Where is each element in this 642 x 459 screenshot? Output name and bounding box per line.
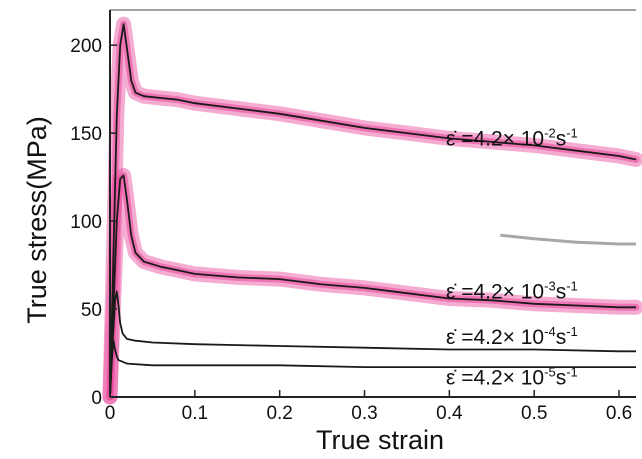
series-label-base: 10 — [515, 367, 544, 390]
series-4-label: ε̇ =4.2× 10-5s-1 — [446, 365, 578, 390]
series-label-exponent: -5 — [544, 365, 556, 380]
x-tick-label: 0.6 — [606, 403, 632, 424]
series-label-base: 10 — [515, 280, 544, 303]
x-tick-label: 0.4 — [436, 403, 463, 424]
series-label-exponent: -2 — [544, 125, 556, 140]
y-tick-label: 100 — [70, 212, 102, 233]
series-label-unit-exponent: -1 — [566, 324, 578, 339]
x-tick-label: 0.2 — [266, 403, 292, 424]
series-label-unit: s — [556, 280, 567, 303]
y-tick-label: 0 — [91, 388, 102, 409]
series-label-unit: s — [556, 127, 567, 150]
series-label-base: 10 — [515, 127, 544, 150]
gray-trace-line — [500, 233, 636, 246]
x-tick-label: 0.5 — [521, 403, 547, 424]
series-label-prefix: ε̇ =4.2 — [446, 326, 503, 349]
series-label-prefix: ε̇ =4.2 — [446, 127, 503, 150]
x-tick-label: 0 — [105, 403, 116, 424]
y-tick-label: 200 — [70, 36, 102, 57]
series-label-unit-exponent: -1 — [566, 365, 578, 380]
series-3-line — [109, 290, 636, 398]
series-label-prefix: ε̇ =4.2 — [446, 280, 503, 303]
y-axis-title: True stress(MPa) — [22, 116, 52, 324]
series-label-exponent: -3 — [544, 278, 556, 293]
axes — [109, 9, 636, 398]
series-label-unit: s — [556, 326, 567, 349]
series-2-line — [109, 174, 636, 398]
series-label-base: 10 — [515, 326, 544, 349]
x-tick-label: 0.1 — [182, 403, 208, 424]
series-label-unit-exponent: -1 — [566, 278, 578, 293]
series-label-times: × — [503, 280, 515, 303]
y-tick-label: 50 — [81, 300, 102, 321]
series-label-times: × — [503, 367, 515, 390]
axis-ticks: 0 0.1 0.2 0.3 0.4 0.5 0.6 0 50 100 150 200 — [70, 36, 632, 424]
series-2-label: ε̇ =4.2× 10-3s-1 — [446, 278, 578, 303]
series-label-prefix: ε̇ =4.2 — [446, 367, 503, 390]
y-tick-label: 150 — [70, 124, 102, 145]
series-3-label: ε̇ =4.2× 10-4s-1 — [446, 324, 578, 349]
series-1-line — [109, 23, 637, 398]
series-label-unit: s — [556, 367, 567, 390]
x-tick-label: 0.3 — [351, 403, 377, 424]
series-1-label: ε̇ =4.2× 10-2s-1 — [446, 125, 578, 150]
series-4-line — [109, 339, 636, 398]
series-lines — [109, 23, 637, 398]
series-labels: ε̇ =4.2× 10-2s-1ε̇ =4.2× 10-3s-1ε̇ =4.2×… — [446, 125, 578, 389]
series-label-times: × — [503, 326, 515, 349]
series-label-exponent: -4 — [544, 324, 556, 339]
series-label-times: × — [503, 127, 515, 150]
series-label-unit-exponent: -1 — [566, 125, 578, 140]
x-axis-title: True strain — [316, 425, 444, 455]
